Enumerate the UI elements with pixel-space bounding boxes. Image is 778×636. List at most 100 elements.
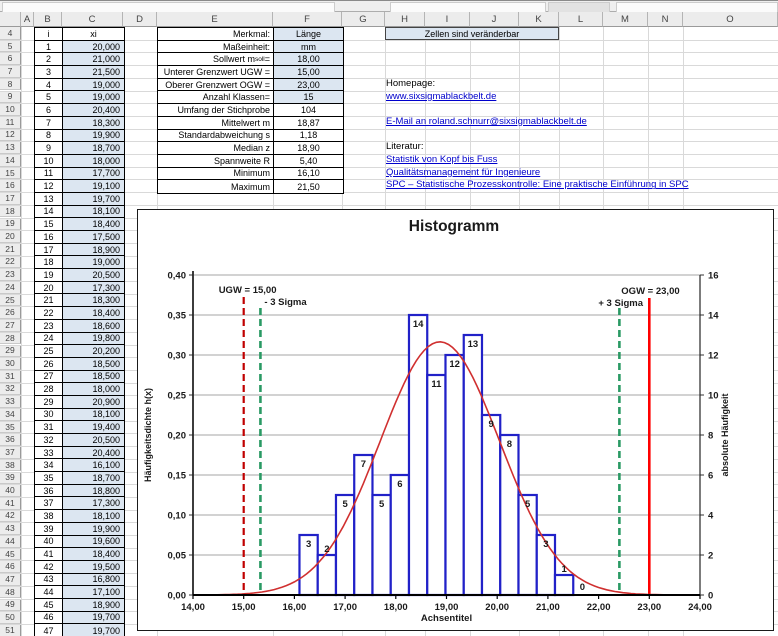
cell-xi[interactable]: 18,700 bbox=[63, 472, 124, 484]
cell-xi[interactable]: 19,000 bbox=[63, 256, 124, 269]
row-header-45[interactable]: 45 bbox=[0, 547, 21, 561]
column-header-j[interactable]: J bbox=[470, 12, 519, 27]
cell-i[interactable]: 8 bbox=[35, 129, 63, 142]
cell-i[interactable]: 41 bbox=[35, 548, 63, 560]
cell-i[interactable]: 42 bbox=[35, 560, 63, 573]
cell-xi[interactable]: 20,400 bbox=[63, 446, 124, 459]
cell-i[interactable]: 32 bbox=[35, 434, 63, 446]
cell-xi[interactable]: 18,900 bbox=[63, 598, 124, 611]
cell-xi[interactable]: 18,100 bbox=[63, 408, 124, 421]
cell-xi[interactable]: 19,700 bbox=[63, 611, 124, 624]
cell-i[interactable]: 23 bbox=[35, 319, 63, 332]
row-header-37[interactable]: 37 bbox=[0, 446, 21, 459]
cell-xi[interactable]: 19,100 bbox=[63, 180, 124, 192]
cell-xi[interactable]: 20,400 bbox=[63, 104, 124, 116]
cell-xi[interactable]: 16,800 bbox=[63, 573, 124, 586]
cell-i[interactable]: 36 bbox=[35, 484, 63, 497]
column-header-n[interactable]: N bbox=[648, 12, 683, 27]
cell-i[interactable]: 25 bbox=[35, 345, 63, 357]
cell-i[interactable]: 13 bbox=[35, 192, 63, 205]
cell-xi[interactable]: 16,100 bbox=[63, 459, 124, 472]
column-header-e[interactable]: E bbox=[157, 12, 273, 27]
cell-xi[interactable]: 17,500 bbox=[63, 231, 124, 243]
row-header-49[interactable]: 49 bbox=[0, 598, 21, 612]
cell-xi[interactable]: 18,800 bbox=[63, 484, 124, 497]
cell-xi[interactable]: 17,300 bbox=[63, 281, 124, 294]
cell-xi[interactable]: 19,000 bbox=[63, 91, 124, 104]
row-header-12[interactable]: 12 bbox=[0, 128, 21, 142]
cell-xi[interactable]: 20,500 bbox=[63, 434, 124, 446]
column-header-c[interactable]: C bbox=[62, 12, 123, 27]
row-header-43[interactable]: 43 bbox=[0, 522, 21, 535]
cell-xi[interactable]: 18,600 bbox=[63, 319, 124, 332]
row-header-38[interactable]: 38 bbox=[0, 458, 21, 472]
column-header-i[interactable]: I bbox=[425, 12, 470, 27]
row-header-11[interactable]: 11 bbox=[0, 115, 21, 129]
column-xi-header[interactable]: xi bbox=[90, 28, 97, 39]
cell-i[interactable]: 30 bbox=[35, 408, 63, 421]
cell-i[interactable]: 18 bbox=[35, 256, 63, 269]
row-header-25[interactable]: 25 bbox=[0, 293, 21, 307]
homepage-link[interactable]: www.sixsigmablackbelt.de bbox=[386, 90, 497, 102]
row-header-4[interactable]: 4 bbox=[0, 27, 21, 40]
row-header-48[interactable]: 48 bbox=[0, 585, 21, 599]
row-header-30[interactable]: 30 bbox=[0, 357, 21, 370]
cell-xi[interactable]: 18,300 bbox=[63, 116, 124, 129]
cell-xi[interactable]: 17,100 bbox=[63, 586, 124, 598]
cell-i[interactable]: 16 bbox=[35, 231, 63, 243]
row-header-14[interactable]: 14 bbox=[0, 154, 21, 167]
cell-i[interactable]: 31 bbox=[35, 421, 63, 433]
row-header-5[interactable]: 5 bbox=[0, 39, 21, 53]
row-header-7[interactable]: 7 bbox=[0, 65, 21, 78]
cell-xi[interactable]: 21,000 bbox=[63, 53, 124, 66]
cell-xi[interactable]: 19,000 bbox=[63, 78, 124, 91]
cell-i[interactable]: 17 bbox=[35, 243, 63, 256]
cell-xi[interactable]: 18,400 bbox=[63, 307, 124, 319]
row-header-17[interactable]: 17 bbox=[0, 192, 21, 205]
cell-xi[interactable]: 18,300 bbox=[63, 294, 124, 307]
row-header-32[interactable]: 32 bbox=[0, 382, 21, 396]
cell-i[interactable]: 37 bbox=[35, 497, 63, 510]
row-header-6[interactable]: 6 bbox=[0, 52, 21, 66]
stats-value[interactable]: 5,40 bbox=[299, 155, 318, 166]
stats-value[interactable]: 23,00 bbox=[274, 78, 343, 91]
histogram-chart[interactable]: Histogramm 0,40 16 0,35 14 0,30 12 0,25 10 0,20 8 0… bbox=[137, 209, 774, 631]
column-header-a[interactable]: A bbox=[21, 12, 34, 27]
cell-i[interactable]: 45 bbox=[35, 598, 63, 611]
stats-value[interactable]: 1,18 bbox=[299, 130, 318, 141]
cell-xi[interactable]: 19,400 bbox=[63, 421, 124, 433]
stats-value[interactable]: 18,87 bbox=[297, 117, 320, 128]
literature-link[interactable]: Statistik von Kopf bis Fuss bbox=[386, 154, 498, 165]
row-header-21[interactable]: 21 bbox=[0, 242, 21, 256]
row-header-22[interactable]: 22 bbox=[0, 255, 21, 269]
stats-value[interactable]: 18,00 bbox=[274, 53, 343, 66]
cell-i[interactable]: 21 bbox=[35, 294, 63, 307]
stats-value[interactable]: mm bbox=[274, 40, 343, 53]
row-header-29[interactable]: 29 bbox=[0, 344, 21, 358]
stats-value[interactable]: 21,50 bbox=[297, 181, 320, 192]
cell-xi[interactable]: 19,900 bbox=[63, 129, 124, 142]
cell-i[interactable]: 22 bbox=[35, 307, 63, 319]
row-header-50[interactable]: 50 bbox=[0, 611, 21, 624]
cell-i[interactable]: 6 bbox=[35, 104, 63, 116]
row-header-39[interactable]: 39 bbox=[0, 471, 21, 485]
column-header-k[interactable]: K bbox=[519, 12, 559, 27]
cell-xi[interactable]: 17,700 bbox=[63, 167, 124, 180]
cell-i[interactable]: 4 bbox=[35, 78, 63, 91]
cell-i[interactable]: 38 bbox=[35, 510, 63, 522]
row-header-28[interactable]: 28 bbox=[0, 331, 21, 345]
row-header-51[interactable]: 51 bbox=[0, 623, 21, 636]
row-header-31[interactable]: 31 bbox=[0, 369, 21, 383]
row-header-19[interactable]: 19 bbox=[0, 217, 21, 231]
cell-i[interactable]: 7 bbox=[35, 116, 63, 129]
cell-i[interactable]: 5 bbox=[35, 91, 63, 104]
cell-xi[interactable]: 20,500 bbox=[63, 269, 124, 281]
cell-i[interactable]: 11 bbox=[35, 167, 63, 180]
email-link[interactable]: E-Mail an roland.schnurr@sixsigmablackbe… bbox=[386, 115, 587, 127]
row-header-24[interactable]: 24 bbox=[0, 281, 21, 294]
column-header-d[interactable]: D bbox=[123, 12, 157, 27]
cell-i[interactable]: 2 bbox=[35, 53, 63, 66]
cell-i[interactable]: 26 bbox=[35, 357, 63, 370]
row-header-15[interactable]: 15 bbox=[0, 166, 21, 180]
cell-i[interactable]: 24 bbox=[35, 332, 63, 345]
